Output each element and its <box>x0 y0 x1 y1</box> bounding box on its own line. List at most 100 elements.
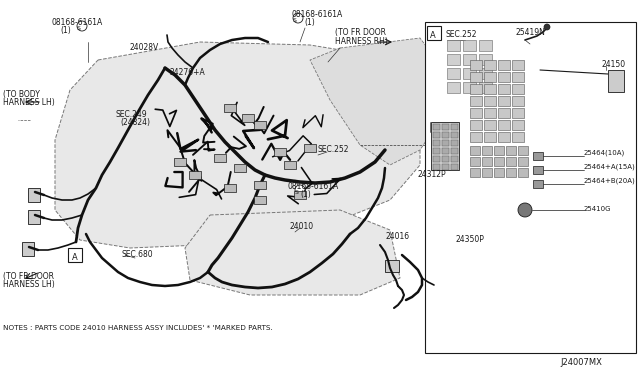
Bar <box>533 180 543 188</box>
Bar <box>442 132 449 138</box>
Bar <box>533 152 543 160</box>
Bar <box>442 124 449 130</box>
Bar <box>433 132 440 138</box>
Bar <box>463 68 476 79</box>
Text: (1): (1) <box>60 26 71 35</box>
Text: (TO BODY: (TO BODY <box>3 90 40 99</box>
Bar <box>234 164 246 172</box>
Bar <box>512 60 524 70</box>
Text: (TO FR DOOR: (TO FR DOOR <box>335 28 386 37</box>
Circle shape <box>544 24 550 30</box>
Bar <box>433 164 440 170</box>
Text: 24028V: 24028V <box>130 43 159 52</box>
Bar <box>498 120 510 130</box>
Bar <box>484 60 496 70</box>
Circle shape <box>518 203 532 217</box>
Bar <box>463 82 476 93</box>
Bar <box>427 26 441 40</box>
Bar <box>498 96 510 106</box>
Text: 08168-6161A: 08168-6161A <box>288 182 339 191</box>
Bar <box>447 68 460 79</box>
Bar <box>463 54 476 65</box>
Text: 24010: 24010 <box>290 222 314 231</box>
Bar <box>470 108 482 118</box>
Text: HARNESS LH): HARNESS LH) <box>3 98 55 107</box>
Text: S: S <box>293 17 297 22</box>
Bar <box>385 260 399 272</box>
Bar <box>518 168 528 177</box>
Bar <box>518 146 528 155</box>
Text: 24312P: 24312P <box>417 170 445 179</box>
Bar <box>224 104 236 112</box>
Text: (TO FR DOOR: (TO FR DOOR <box>3 272 54 281</box>
Bar <box>484 84 496 94</box>
Bar <box>470 120 482 130</box>
Bar <box>294 191 306 199</box>
Bar <box>494 146 504 155</box>
Bar <box>512 120 524 130</box>
Bar <box>442 148 449 154</box>
Text: S: S <box>77 26 81 31</box>
Text: 24276+A: 24276+A <box>170 68 205 77</box>
Bar <box>512 72 524 82</box>
Text: 25464+B(20A): 25464+B(20A) <box>584 178 636 185</box>
Bar <box>512 108 524 118</box>
Bar <box>608 70 624 92</box>
Text: SEC.252: SEC.252 <box>318 145 349 154</box>
Bar <box>451 124 458 130</box>
Bar <box>494 168 504 177</box>
Bar <box>304 144 316 152</box>
Bar <box>533 166 543 174</box>
Bar <box>498 72 510 82</box>
Bar <box>284 161 296 169</box>
Bar <box>451 156 458 162</box>
Text: A: A <box>430 32 436 41</box>
Bar <box>242 114 254 122</box>
Bar <box>451 164 458 170</box>
Circle shape <box>293 13 303 23</box>
Bar <box>431 122 459 170</box>
Bar <box>451 140 458 146</box>
Bar <box>274 148 286 156</box>
Bar <box>479 54 492 65</box>
Bar <box>214 154 226 162</box>
Bar <box>470 146 480 155</box>
Bar <box>470 60 482 70</box>
Bar <box>68 248 82 262</box>
Bar <box>470 157 480 166</box>
Text: (1): (1) <box>300 190 311 199</box>
Text: S: S <box>295 189 299 195</box>
Text: SEC.252: SEC.252 <box>445 30 477 39</box>
Bar <box>28 188 40 202</box>
Text: J24007MX: J24007MX <box>560 358 602 367</box>
Bar <box>447 54 460 65</box>
Text: 08168-6161A: 08168-6161A <box>292 10 343 19</box>
Bar <box>479 68 492 79</box>
Bar <box>442 156 449 162</box>
Text: A: A <box>72 253 77 262</box>
Bar <box>498 132 510 142</box>
Text: 24350P: 24350P <box>455 235 484 244</box>
Polygon shape <box>310 38 440 165</box>
Bar <box>433 148 440 154</box>
Bar <box>254 121 266 129</box>
Bar <box>22 242 34 256</box>
Bar <box>433 140 440 146</box>
Bar <box>433 156 440 162</box>
Bar <box>482 168 492 177</box>
Bar <box>189 171 201 179</box>
Bar <box>498 108 510 118</box>
Bar <box>484 132 496 142</box>
Bar <box>470 72 482 82</box>
Text: (24824): (24824) <box>120 118 150 127</box>
Bar <box>451 148 458 154</box>
Text: 25464+A(15A): 25464+A(15A) <box>584 164 636 170</box>
Bar <box>506 146 516 155</box>
Text: HARNESS LH): HARNESS LH) <box>3 280 55 289</box>
Bar <box>506 168 516 177</box>
Text: HARNESS RH): HARNESS RH) <box>335 37 388 46</box>
Bar <box>498 60 510 70</box>
Bar <box>512 132 524 142</box>
Text: SEC.249: SEC.249 <box>116 110 148 119</box>
Bar <box>425 22 636 353</box>
